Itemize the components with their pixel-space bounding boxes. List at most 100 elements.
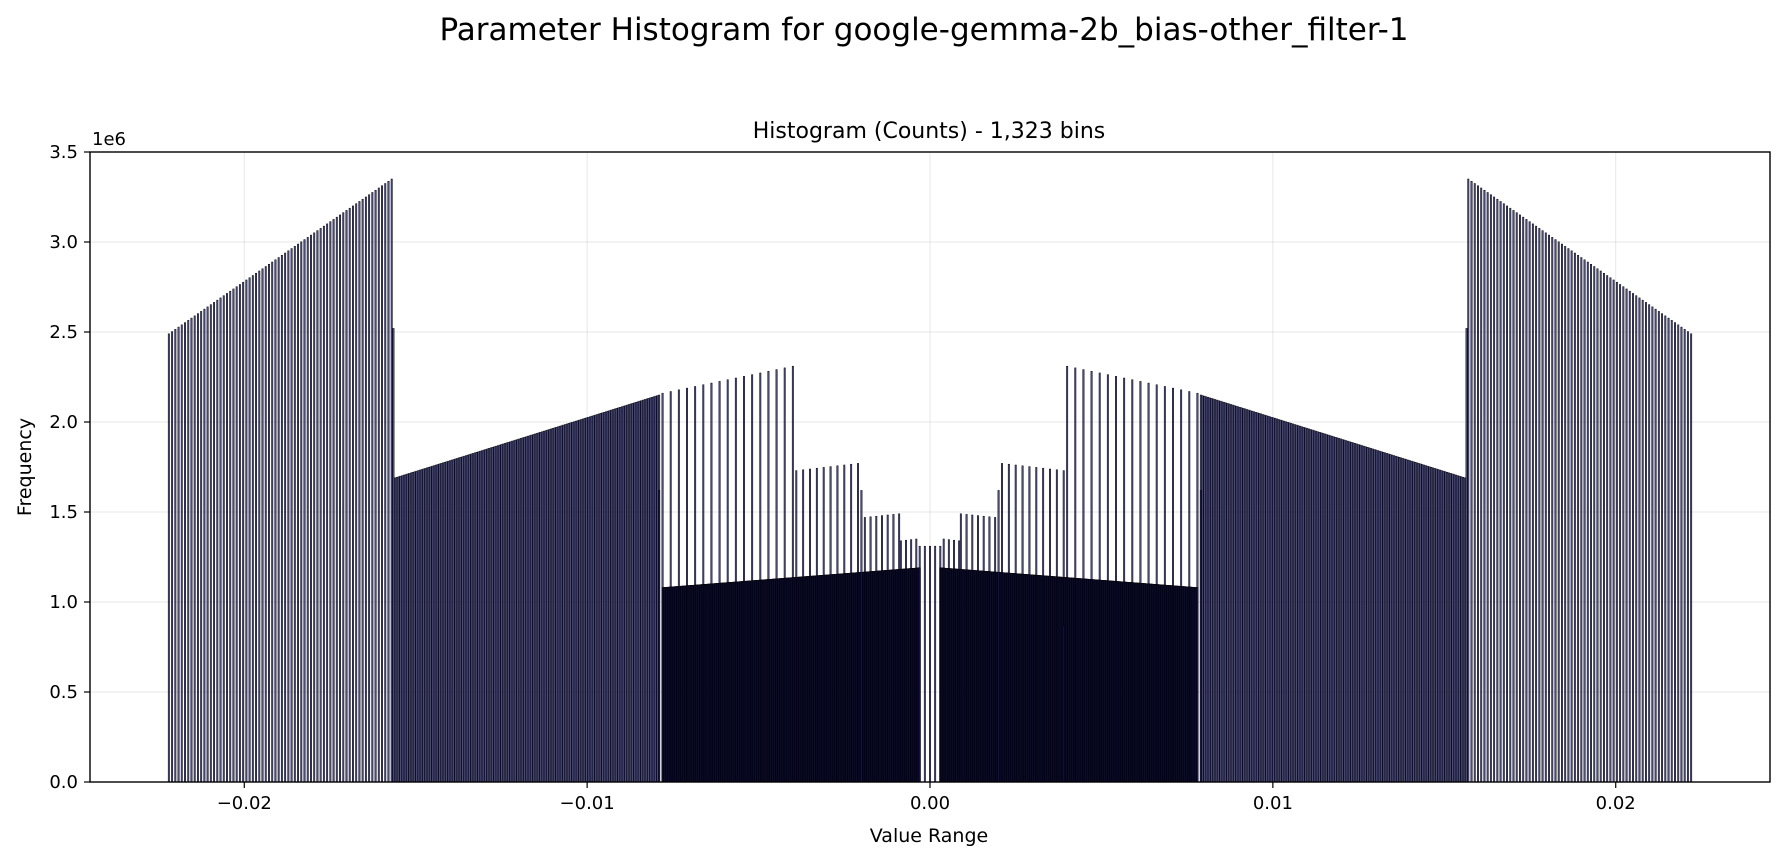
histogram-bar: [280, 255, 283, 783]
histogram-bar: [1377, 450, 1379, 783]
histogram-bar: [1667, 317, 1670, 783]
histogram-bar: [1210, 398, 1213, 783]
histogram-bar: [495, 445, 498, 783]
histogram-bar: [447, 460, 450, 783]
histogram-bar: [313, 232, 316, 783]
histogram-bar: [1622, 286, 1625, 783]
histogram-bar: [580, 419, 583, 783]
histogram-bar: [511, 440, 514, 783]
histogram-bar: [408, 473, 411, 783]
histogram-bar: [415, 470, 418, 783]
y-axis-ticks: 0.0 0.5 1.0 1.5 2.0 2.5 3.0 3.5: [49, 142, 90, 793]
histogram-bar: [374, 189, 377, 783]
histogram-bar: [918, 567, 921, 783]
histogram-bar: [235, 286, 238, 783]
x-axis-ticks: −0.02 −0.01 0.00 0.01 0.02: [217, 782, 1636, 814]
histogram-bar: [1573, 252, 1576, 783]
histogram-bar: [184, 322, 186, 783]
histogram-bar: [496, 445, 499, 783]
histogram-bar: [1444, 471, 1447, 783]
histogram-bar: [597, 413, 600, 783]
histogram-bar: [1408, 460, 1411, 783]
histogram-bar: [1290, 423, 1293, 783]
histogram-bar: [543, 430, 545, 783]
histogram-bar: [399, 475, 402, 783]
histogram-bar: [1496, 198, 1499, 783]
histogram-bar: [287, 250, 290, 783]
histogram-bar: [1389, 454, 1392, 783]
histogram-bar: [1334, 436, 1337, 783]
histogram-bar: [578, 419, 581, 783]
histogram-bar: [1261, 414, 1264, 783]
histogram-bar: [1267, 415, 1270, 783]
histogram-bar: [1509, 207, 1512, 783]
histogram-bar: [1437, 469, 1440, 783]
histogram-bar: [258, 270, 261, 783]
histogram-bar: [1599, 270, 1602, 783]
histogram-bar: [504, 443, 506, 783]
histogram-bar: [934, 545, 937, 783]
histogram-bar: [1217, 400, 1220, 783]
histogram-bar: [576, 420, 579, 783]
histogram-bar: [1561, 243, 1563, 783]
histogram-bar: [1677, 324, 1680, 783]
histogram-bar: [509, 441, 512, 783]
histogram-bar: [1522, 216, 1525, 783]
y-axis-label: Frequency: [14, 418, 36, 516]
histogram-bar: [306, 237, 309, 783]
histogram-bar: [424, 468, 427, 783]
histogram-bar: [1451, 473, 1454, 783]
histogram-bar: [187, 320, 190, 783]
histogram-bar: [613, 408, 616, 783]
histogram-bar: [222, 295, 225, 783]
histogram-bar: [583, 418, 586, 783]
histogram-bar: [635, 401, 638, 783]
histogram-bar: [619, 406, 622, 783]
histogram-bar: [1293, 424, 1296, 783]
histogram-bar: [395, 476, 398, 783]
histogram-bar: [1238, 406, 1241, 783]
histogram-bar: [1401, 458, 1404, 783]
histogram-bar: [440, 463, 443, 783]
histogram-bar: [514, 439, 517, 783]
histogram-bar: [1288, 422, 1291, 783]
histogram-bar: [479, 450, 482, 783]
histogram-bar: [555, 426, 558, 783]
histogram-bar: [284, 252, 287, 783]
x-tick-label: −0.02: [217, 793, 272, 814]
histogram-bar: [1215, 399, 1218, 783]
histogram-bar: [271, 261, 274, 783]
histogram-bar: [1657, 311, 1660, 783]
histogram-bar: [1341, 439, 1344, 783]
histogram-bar: [654, 395, 657, 783]
histogram-bar: [1222, 401, 1225, 783]
x-tick-label: 0.02: [1596, 793, 1636, 814]
histogram-bar: [1683, 329, 1686, 783]
histogram-bar: [477, 451, 480, 783]
histogram-bar: [532, 434, 535, 783]
histogram-bar: [1338, 438, 1341, 783]
histogram-bar: [1570, 250, 1573, 783]
histogram-bar: [342, 212, 345, 783]
histogram-bar: [1318, 431, 1321, 783]
histogram-bar: [644, 399, 646, 783]
histogram-bar: [1260, 413, 1263, 783]
histogram-bar: [553, 427, 556, 783]
histogram-bar: [293, 246, 296, 783]
histogram-bar: [564, 424, 567, 783]
histogram-bar: [1233, 405, 1236, 783]
histogram-bar: [525, 436, 528, 783]
histogram-bar: [603, 411, 606, 783]
histogram-bar: [203, 308, 206, 783]
histogram-bar: [404, 474, 407, 783]
histogram-bar: [1641, 299, 1644, 783]
histogram-bar: [507, 441, 510, 783]
histogram-bar: [582, 418, 584, 783]
histogram-bar: [1205, 396, 1208, 783]
histogram-bar: [601, 412, 604, 783]
histogram-bar: [368, 194, 371, 783]
histogram-bar: [1331, 435, 1333, 783]
histogram-bar: [1203, 395, 1206, 783]
histogram-bar: [1355, 443, 1358, 783]
histogram-bar: [1370, 448, 1372, 783]
